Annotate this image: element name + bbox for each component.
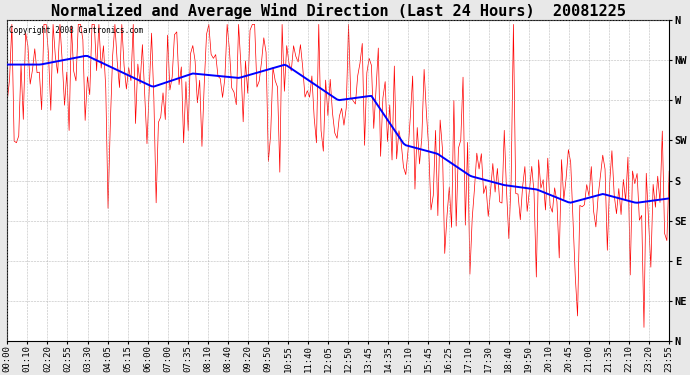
Title: Normalized and Average Wind Direction (Last 24 Hours)  20081225: Normalized and Average Wind Direction (L… [51, 3, 626, 19]
Text: Copyright 2008 Cartronics.com: Copyright 2008 Cartronics.com [8, 26, 143, 35]
